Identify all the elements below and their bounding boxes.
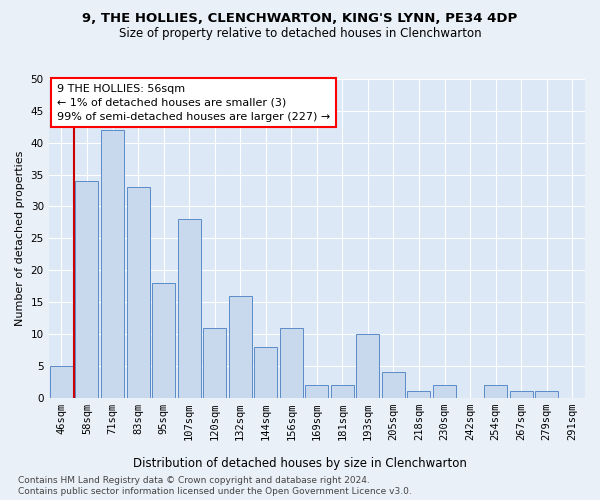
Bar [433,385,456,398]
Bar [331,385,354,398]
Bar [254,346,277,398]
Text: Contains HM Land Registry data © Crown copyright and database right 2024.: Contains HM Land Registry data © Crown c… [18,476,370,485]
Bar [305,385,328,398]
Text: Contains public sector information licensed under the Open Government Licence v3: Contains public sector information licen… [18,488,412,496]
Bar [178,219,200,398]
Bar [203,328,226,398]
Y-axis label: Number of detached properties: Number of detached properties [15,150,25,326]
Bar [229,296,252,398]
Text: 9 THE HOLLIES: 56sqm
← 1% of detached houses are smaller (3)
99% of semi-detache: 9 THE HOLLIES: 56sqm ← 1% of detached ho… [57,84,330,122]
Bar [50,366,73,398]
Bar [535,392,558,398]
Bar [127,188,149,398]
Text: Distribution of detached houses by size in Clenchwarton: Distribution of detached houses by size … [133,458,467,470]
Bar [382,372,405,398]
Bar [509,392,533,398]
Bar [484,385,507,398]
Bar [280,328,303,398]
Bar [152,283,175,398]
Bar [76,181,98,398]
Text: Size of property relative to detached houses in Clenchwarton: Size of property relative to detached ho… [119,28,481,40]
Text: 9, THE HOLLIES, CLENCHWARTON, KING'S LYNN, PE34 4DP: 9, THE HOLLIES, CLENCHWARTON, KING'S LYN… [82,12,518,26]
Bar [407,392,430,398]
Bar [101,130,124,398]
Bar [356,334,379,398]
